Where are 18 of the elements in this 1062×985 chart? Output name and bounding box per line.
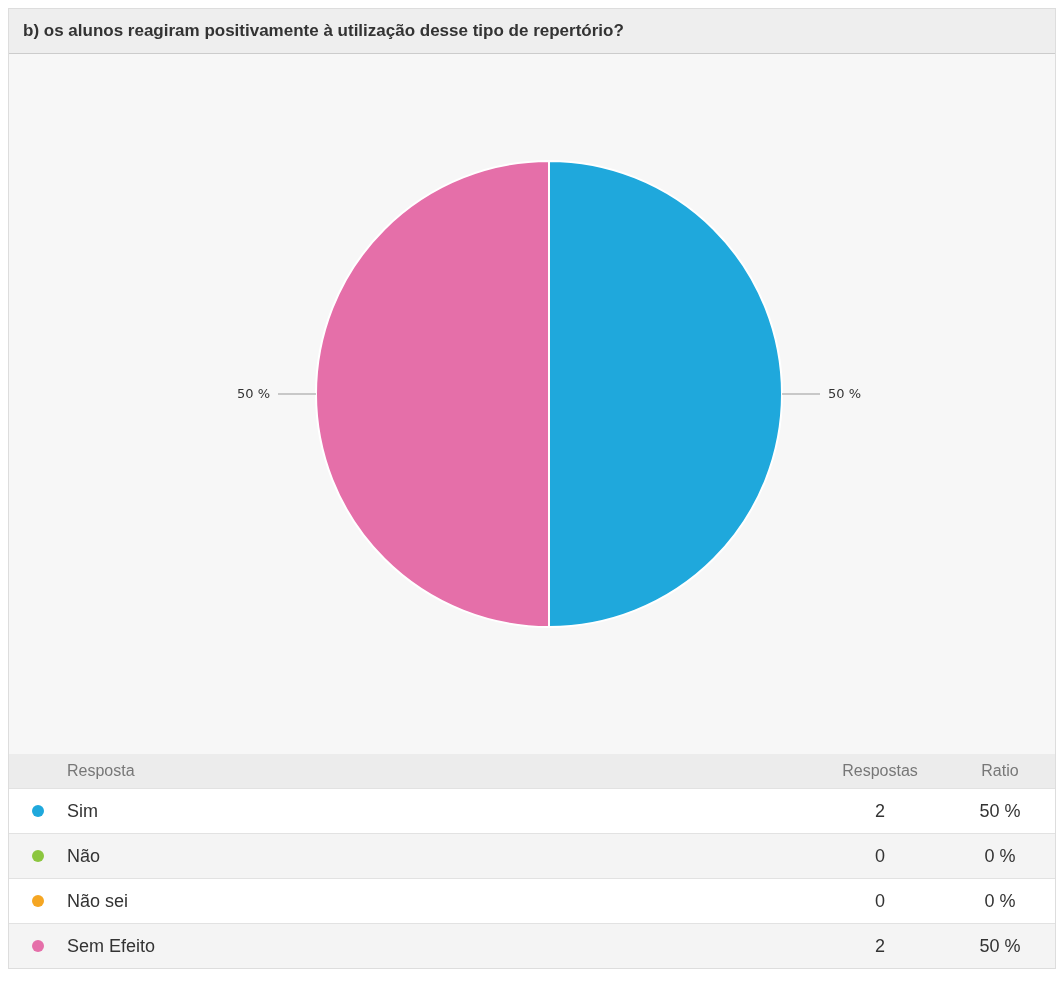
text: Resposta xyxy=(67,762,136,780)
legend-label: Não sei xyxy=(67,890,130,912)
text: 0 xyxy=(874,845,885,866)
text: 0 % xyxy=(984,845,1016,866)
chart-title: b) os alunos reagiram positivamente à utilização desse tipo de repertório? xyxy=(9,9,1055,54)
text: Ratio xyxy=(980,762,1020,780)
text: 2 xyxy=(874,935,885,956)
data-label: 50 % xyxy=(236,386,270,401)
legend-label: Não xyxy=(67,845,102,867)
text: 50 % xyxy=(979,800,1021,821)
text: 0 % xyxy=(984,890,1016,911)
legend-label: Sim xyxy=(67,800,99,822)
text: Respostas xyxy=(841,762,919,780)
data-label: 50 % xyxy=(828,386,862,401)
text: 2 xyxy=(874,800,885,821)
text: 50 % xyxy=(979,935,1021,956)
legend-label: Sem Efeito xyxy=(67,935,157,957)
text: 0 xyxy=(874,890,885,911)
